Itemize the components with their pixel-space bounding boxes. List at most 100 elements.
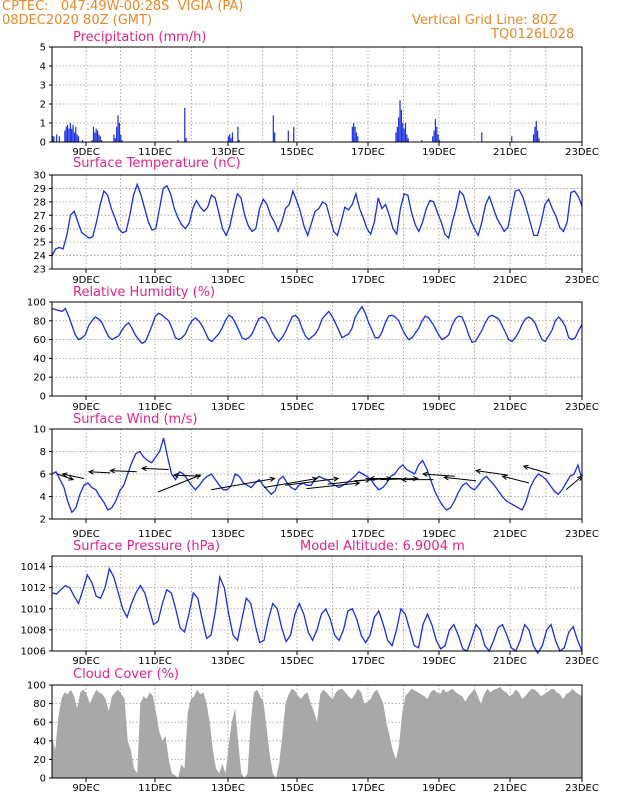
plot-frame xyxy=(51,684,583,779)
panel-title: Precipitation (mm/h) xyxy=(73,30,206,45)
x-tick-label: 17DEC xyxy=(351,402,385,413)
wind-arrow-shaft xyxy=(502,475,530,484)
precip-bar xyxy=(185,138,187,142)
wind-arrow-head xyxy=(61,472,68,478)
precip-bar xyxy=(72,124,74,142)
y-tick-label: 25 xyxy=(33,238,46,249)
x-tick-label: 11DEC xyxy=(138,402,172,413)
precip-bar xyxy=(534,126,536,142)
plot-frame xyxy=(51,174,583,270)
wind-arrow-head xyxy=(68,475,75,481)
header-station: CPTEC: 047:49W-00:28S VIGIA (PA) xyxy=(2,0,244,14)
y-tick-label: 60 xyxy=(33,335,46,346)
precip-bar xyxy=(65,126,67,142)
precip-bar xyxy=(532,134,535,142)
y-tick-label: 28 xyxy=(33,197,46,208)
y-tick-label: 40 xyxy=(33,354,46,365)
plot-frame xyxy=(51,46,583,143)
precip-bar xyxy=(117,115,119,142)
x-tick-label: 9DEC xyxy=(72,783,99,794)
precip-bar xyxy=(177,140,179,142)
x-tick-label: 11DEC xyxy=(138,147,172,158)
x-tick-label: 17DEC xyxy=(351,783,385,794)
wind-arrow-shaft xyxy=(380,478,418,481)
header-model-code: TQ0126L028 xyxy=(491,27,575,42)
precip-bar xyxy=(407,138,409,142)
x-tick-label: 13DEC xyxy=(211,529,245,540)
precip-bar xyxy=(231,132,234,142)
precip-bar xyxy=(56,134,58,142)
series-line xyxy=(51,566,583,655)
y-tick-label: 26 xyxy=(33,224,46,235)
wind-arrow-head xyxy=(368,475,375,482)
wind-arrow-shaft xyxy=(210,478,275,491)
precip-bar xyxy=(58,136,61,142)
precip-bar xyxy=(399,100,401,142)
y-tick-label: 4 xyxy=(40,492,46,503)
precip-bar xyxy=(355,132,358,142)
precip-bar xyxy=(481,132,483,142)
wind-arrow-head xyxy=(354,480,361,487)
x-tick-label: 21DEC xyxy=(493,275,527,286)
series-line xyxy=(51,437,583,514)
precip-bar xyxy=(68,128,70,142)
cloud-area xyxy=(52,686,582,778)
series-line xyxy=(51,305,583,345)
wind-arrow-head xyxy=(269,476,276,482)
x-tick-label: 17DEC xyxy=(351,275,385,286)
precip-bar xyxy=(66,124,69,142)
y-tick-label: 4 xyxy=(40,62,46,73)
precip-bar xyxy=(98,134,100,142)
precip-bar xyxy=(272,115,274,142)
precip-bar xyxy=(357,136,359,142)
wind-arrow-head xyxy=(501,474,508,480)
wind-arrow-head xyxy=(140,465,147,472)
x-tick-label: 13DEC xyxy=(211,147,245,158)
wind-arrow-head xyxy=(443,475,450,481)
precip-bar xyxy=(96,130,99,142)
x-tick-label: 15DEC xyxy=(280,275,314,286)
wind-arrow-shaft xyxy=(89,471,111,474)
precip-bar xyxy=(404,123,407,142)
x-tick-label: 15DEC xyxy=(280,656,314,667)
x-tick-label: 11DEC xyxy=(138,783,172,794)
x-tick-label: 23DEC xyxy=(565,275,599,286)
plot-frame xyxy=(51,555,583,652)
y-tick-label: 10 xyxy=(33,425,46,436)
wind-arrow-head xyxy=(195,474,202,480)
wind-arrow-head xyxy=(333,476,340,482)
wind-arrow-head xyxy=(522,464,529,470)
wind-arrow-head xyxy=(312,476,319,482)
x-tick-label: 19DEC xyxy=(422,529,456,540)
wind-arrow-shaft xyxy=(157,474,201,493)
x-tick-label: 17DEC xyxy=(351,529,385,540)
y-tick-label: 24 xyxy=(33,251,46,262)
plot-frame xyxy=(51,428,583,520)
precip-bar xyxy=(537,130,539,142)
x-tick-label: 11DEC xyxy=(138,656,172,667)
wind-arrow-shaft xyxy=(306,482,360,490)
y-tick-label: 60 xyxy=(33,718,46,729)
y-tick-label: 20 xyxy=(33,755,46,766)
y-tick-label: 20 xyxy=(33,373,46,384)
precip-bar xyxy=(99,136,101,142)
precip-bar xyxy=(293,126,295,142)
precip-bar xyxy=(535,121,537,142)
precip-bar xyxy=(71,128,73,142)
precip-bar xyxy=(53,136,55,142)
y-tick-label: 40 xyxy=(33,736,46,747)
y-tick-label: 2 xyxy=(40,515,46,526)
wind-arrow-shaft xyxy=(444,476,477,482)
precip-bar xyxy=(95,128,97,142)
x-tick-label: 21DEC xyxy=(493,656,527,667)
x-tick-label: 17DEC xyxy=(351,656,385,667)
precip-bar xyxy=(238,140,240,142)
precip-bar xyxy=(64,130,66,142)
y-tick-label: 29 xyxy=(33,184,46,195)
y-tick-label: 100 xyxy=(27,681,46,692)
precip-bar xyxy=(438,140,441,142)
precip-bar xyxy=(229,134,231,142)
precip-bar xyxy=(120,134,122,142)
x-tick-label: 21DEC xyxy=(493,783,527,794)
